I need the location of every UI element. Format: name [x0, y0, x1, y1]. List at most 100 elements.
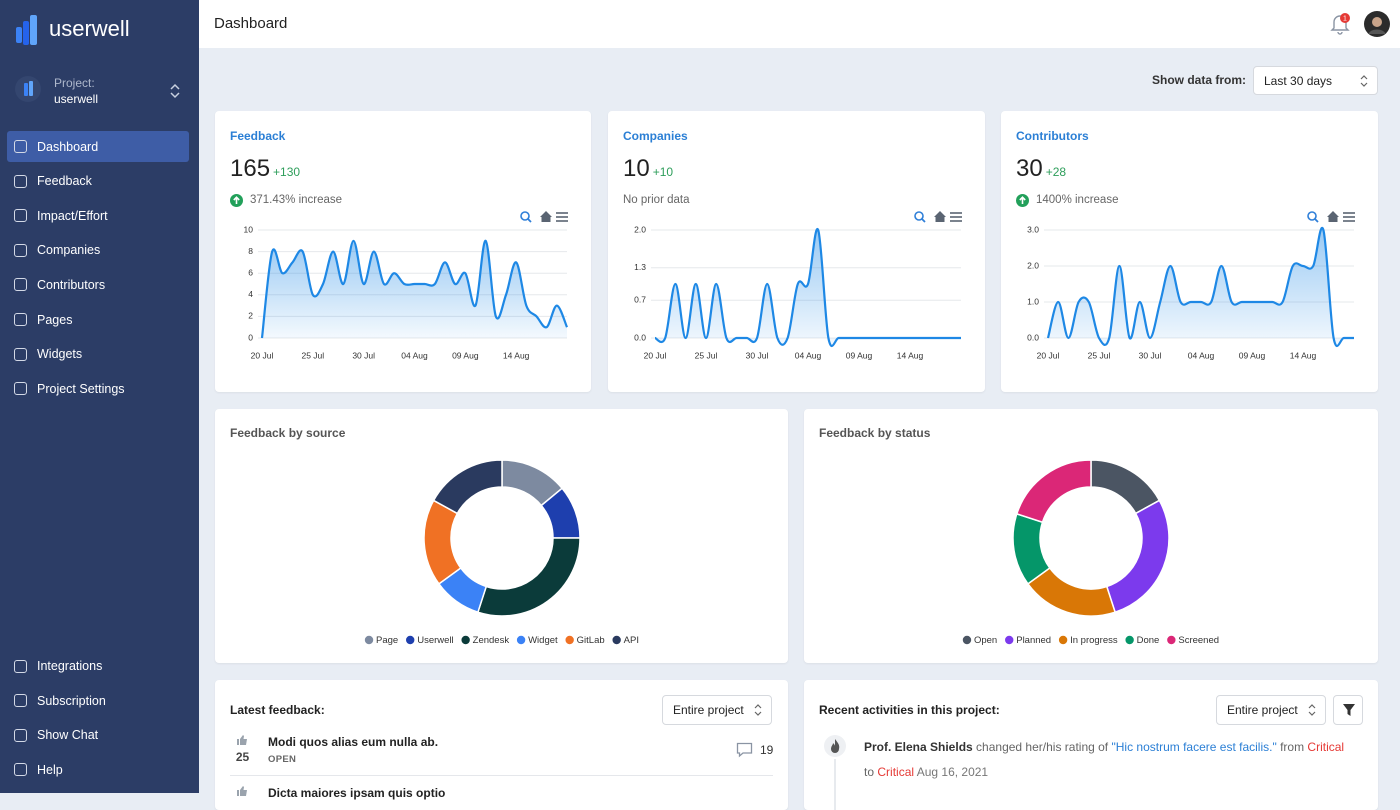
x-tick-label: 14 Aug — [503, 350, 530, 360]
project-label: Project: — [54, 76, 95, 90]
activity-from-word: from — [1280, 740, 1305, 754]
donut-segment[interactable] — [476, 537, 581, 617]
x-tick-label: 30 Jul — [352, 350, 375, 360]
zoom-icon[interactable] — [1307, 211, 1317, 221]
nav-icon — [14, 140, 27, 153]
nav-label: Integrations — [37, 659, 103, 673]
panel-title: Recent activities in this project: — [819, 703, 1000, 717]
card-title[interactable]: Feedback — [230, 129, 286, 143]
total-row: 10 +10 — [623, 155, 673, 183]
activity-date: Aug 16, 2021 — [916, 765, 989, 779]
nav-item[interactable]: Project Settings — [7, 373, 189, 404]
x-tick-label: 14 Aug — [1290, 350, 1317, 360]
legend-item[interactable]: GitLab — [565, 635, 605, 646]
nav-icon — [14, 174, 27, 188]
zoom-icon[interactable] — [520, 211, 530, 221]
nav-icon — [14, 347, 27, 361]
legend-item[interactable]: Planned — [1005, 635, 1051, 646]
project-icon — [15, 76, 41, 102]
comment-count: 19 — [760, 743, 774, 757]
x-tick-label: 04 Aug — [795, 350, 822, 360]
donut-segment[interactable] — [1015, 459, 1092, 524]
page-title: Dashboard — [214, 15, 288, 32]
nav-item[interactable]: Help — [7, 754, 189, 785]
zoom-icon[interactable] — [914, 211, 924, 221]
legend-swatch — [1125, 635, 1134, 645]
nav-icon — [14, 313, 27, 326]
scope-select[interactable]: Entire project — [662, 695, 772, 725]
legend-swatch — [1058, 635, 1068, 645]
chart-toolbar — [1307, 211, 1355, 223]
legend-item[interactable]: Page — [364, 635, 398, 646]
line — [260, 239, 569, 339]
donut-chart: Page Userwell Zendesk Widget GitLab API — [364, 459, 639, 646]
line-chart: 0.0 1.0 2.0 3.0 20 Jul 25 Jul 30 Jul 04 Aug 09 A… — [1027, 211, 1355, 360]
card-title[interactable]: Companies — [623, 129, 688, 143]
filter-button[interactable] — [1333, 695, 1363, 725]
legend-item[interactable]: Screened — [1167, 635, 1219, 646]
home-icon[interactable] — [540, 211, 552, 222]
date-range-select[interactable]: Last 30 days — [1253, 66, 1378, 95]
nav-label: Feedback — [37, 174, 92, 189]
nav-item[interactable]: Show Chat — [7, 720, 189, 751]
legend-item[interactable]: Widget — [516, 635, 558, 646]
companies-card: Companies 10 +10 No prior data 0.0 0.7 1.3 2.0 2… — [608, 111, 985, 392]
legend-swatch — [461, 635, 470, 645]
home-icon[interactable] — [934, 211, 946, 222]
legend-item[interactable]: Zendesk — [461, 635, 509, 646]
donut-segment[interactable] — [1105, 499, 1170, 614]
nav-item[interactable]: Contributors — [7, 269, 189, 300]
donut-segment[interactable] — [432, 459, 503, 515]
legend-item[interactable]: API — [612, 635, 639, 646]
activity-to: Critical — [877, 765, 915, 779]
home-icon[interactable] — [1327, 211, 1339, 222]
activity-action: changed her/his rating of — [976, 740, 1109, 754]
feedback-title[interactable]: Dicta maiores ipsam quis optio — [268, 786, 446, 800]
nav-item[interactable]: Pages — [7, 304, 189, 335]
nav-icon — [14, 694, 27, 708]
project-switch[interactable] — [169, 83, 181, 99]
y-tick-label: 0 — [248, 332, 253, 342]
legend-label: Zendesk — [473, 635, 510, 646]
nav-item[interactable]: Feedback — [7, 166, 189, 197]
legend-item[interactable]: Open — [962, 635, 997, 646]
divider — [230, 775, 773, 776]
nav-item[interactable]: Widgets — [7, 339, 189, 370]
legend-label: Userwell — [417, 635, 453, 646]
upvote-icon[interactable] — [236, 734, 248, 746]
y-tick-label: 0.7 — [634, 294, 646, 304]
icon-arrow — [233, 195, 240, 204]
legend-item[interactable]: In progress — [1058, 635, 1118, 646]
notifications-bell[interactable]: 1 — [1329, 12, 1351, 36]
y-tick-label: 3.0 — [1027, 224, 1039, 234]
feedback-title[interactable]: Modi quos alias eum nulla ab. — [268, 735, 439, 749]
card-title[interactable]: Contributors — [1016, 129, 1089, 143]
change-text: 371.43% increase — [250, 194, 343, 206]
nav-label: Pages — [37, 312, 73, 327]
nav-item[interactable]: Subscription — [7, 685, 189, 716]
scope-select[interactable]: Entire project — [1216, 695, 1326, 725]
nav-item[interactable]: Dashboard — [7, 131, 189, 162]
user-avatar[interactable] — [1364, 11, 1390, 37]
legend: Open Planned In progress Done Screened — [962, 635, 1219, 646]
activity-actor[interactable]: Prof. Elena Shields — [864, 740, 973, 754]
total-row: 30 +28 — [1016, 155, 1066, 183]
upvote-icon[interactable] — [236, 785, 248, 797]
zoom-handle — [1314, 218, 1319, 223]
change-text: No prior data — [623, 194, 690, 206]
legend-item[interactable]: Userwell — [406, 635, 454, 646]
nav-item[interactable]: Impact/Effort — [7, 200, 189, 231]
activities-panel: Recent activities in this project: Entir… — [804, 680, 1378, 810]
delta: +130 — [273, 165, 301, 179]
legend-swatch — [565, 635, 574, 645]
legend-label: Widget — [528, 635, 558, 646]
nav-item[interactable]: Companies — [7, 235, 189, 266]
nav-item[interactable]: Integrations — [7, 651, 189, 682]
brand-logo — [16, 15, 37, 45]
increase-icon — [1016, 193, 1029, 207]
legend-item[interactable]: Done — [1125, 635, 1159, 646]
activity-subject[interactable]: "Hic nostrum facere est facilis." — [1111, 740, 1277, 754]
scope-value: Entire project — [1227, 703, 1298, 717]
brand-name: userwell — [49, 16, 130, 41]
